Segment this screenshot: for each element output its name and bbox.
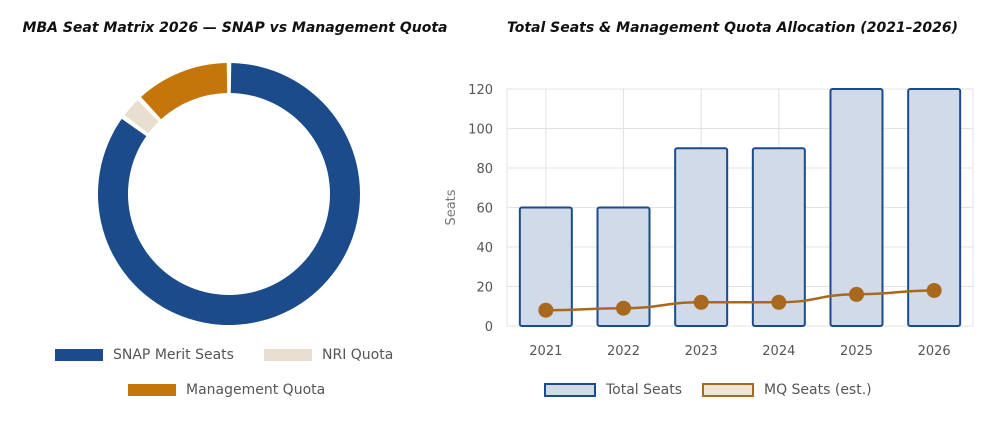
legend-label: SNAP Merit Seats	[113, 347, 234, 363]
point-mq-seats	[849, 286, 864, 302]
legend-label: Management Quota	[186, 382, 326, 398]
legend-label: NRI Quota	[322, 347, 394, 363]
bar-line-chart: 0 20 40 60 80 100 120 Seats 2021 2022 2023 2024 2025…	[444, 83, 974, 359]
y-tick-label: 120	[468, 83, 493, 98]
bar-total-seats	[518, 206, 573, 327]
bar-legend-item: Total Seats	[544, 382, 682, 398]
legend-swatch	[55, 349, 103, 361]
legend-swatch	[264, 349, 312, 361]
x-tick-label: 2021	[529, 344, 562, 359]
bar-chart-panel: Total Seats & Management Quota Allocatio…	[444, 0, 995, 437]
x-tick-label: 2024	[762, 344, 795, 359]
x-tick-label: 2026	[918, 344, 951, 359]
point-mq-seats	[771, 294, 787, 310]
donut-slice-management-quota	[141, 63, 228, 120]
point-mq-seats	[616, 300, 631, 316]
bar-total-seats	[829, 88, 884, 327]
point-mq-seats	[538, 302, 554, 318]
y-tick-label: 40	[476, 241, 493, 256]
donut-legend-item: Management Quota	[128, 382, 325, 398]
donut-chart	[97, 63, 360, 326]
y-tick-label: 0	[485, 320, 493, 335]
donut-legend-item: NRI Quota	[264, 347, 393, 363]
y-tick-label: 60	[476, 202, 493, 217]
point-mq-seats	[926, 282, 942, 298]
bar-total-seats	[907, 88, 962, 327]
legend-swatch	[544, 383, 596, 397]
x-tick-label: 2023	[685, 344, 718, 359]
donut-legend-item: SNAP Merit Seats	[55, 347, 234, 363]
x-tick-label: 2022	[607, 344, 640, 359]
point-mq-seats	[693, 294, 709, 310]
bar-total-seats	[596, 206, 651, 327]
bar-total-seats	[674, 147, 729, 327]
legend-label: Total Seats	[606, 382, 683, 398]
legend-swatch	[128, 384, 176, 396]
legend-label: MQ Seats (est.)	[764, 382, 872, 398]
donut-chart-title: MBA Seat Matrix 2026 — SNAP vs Managemen…	[22, 20, 448, 36]
y-axis-label: Seats	[444, 189, 459, 225]
x-tick-label: 2025	[840, 344, 873, 359]
legend-swatch	[702, 383, 754, 397]
donut-chart-panel: MBA Seat Matrix 2026 — SNAP vs Managemen…	[0, 0, 470, 437]
y-tick-label: 100	[468, 123, 493, 138]
bar-chart-title: Total Seats & Management Quota Allocatio…	[506, 20, 959, 36]
y-tick-label: 80	[476, 162, 493, 177]
bar-legend-item: MQ Seats (est.)	[702, 382, 872, 398]
plot-frame	[506, 88, 974, 327]
y-tick-label: 20	[476, 281, 493, 296]
donut-slice-nri-quota	[124, 100, 159, 134]
bar-total-seats	[751, 147, 806, 327]
